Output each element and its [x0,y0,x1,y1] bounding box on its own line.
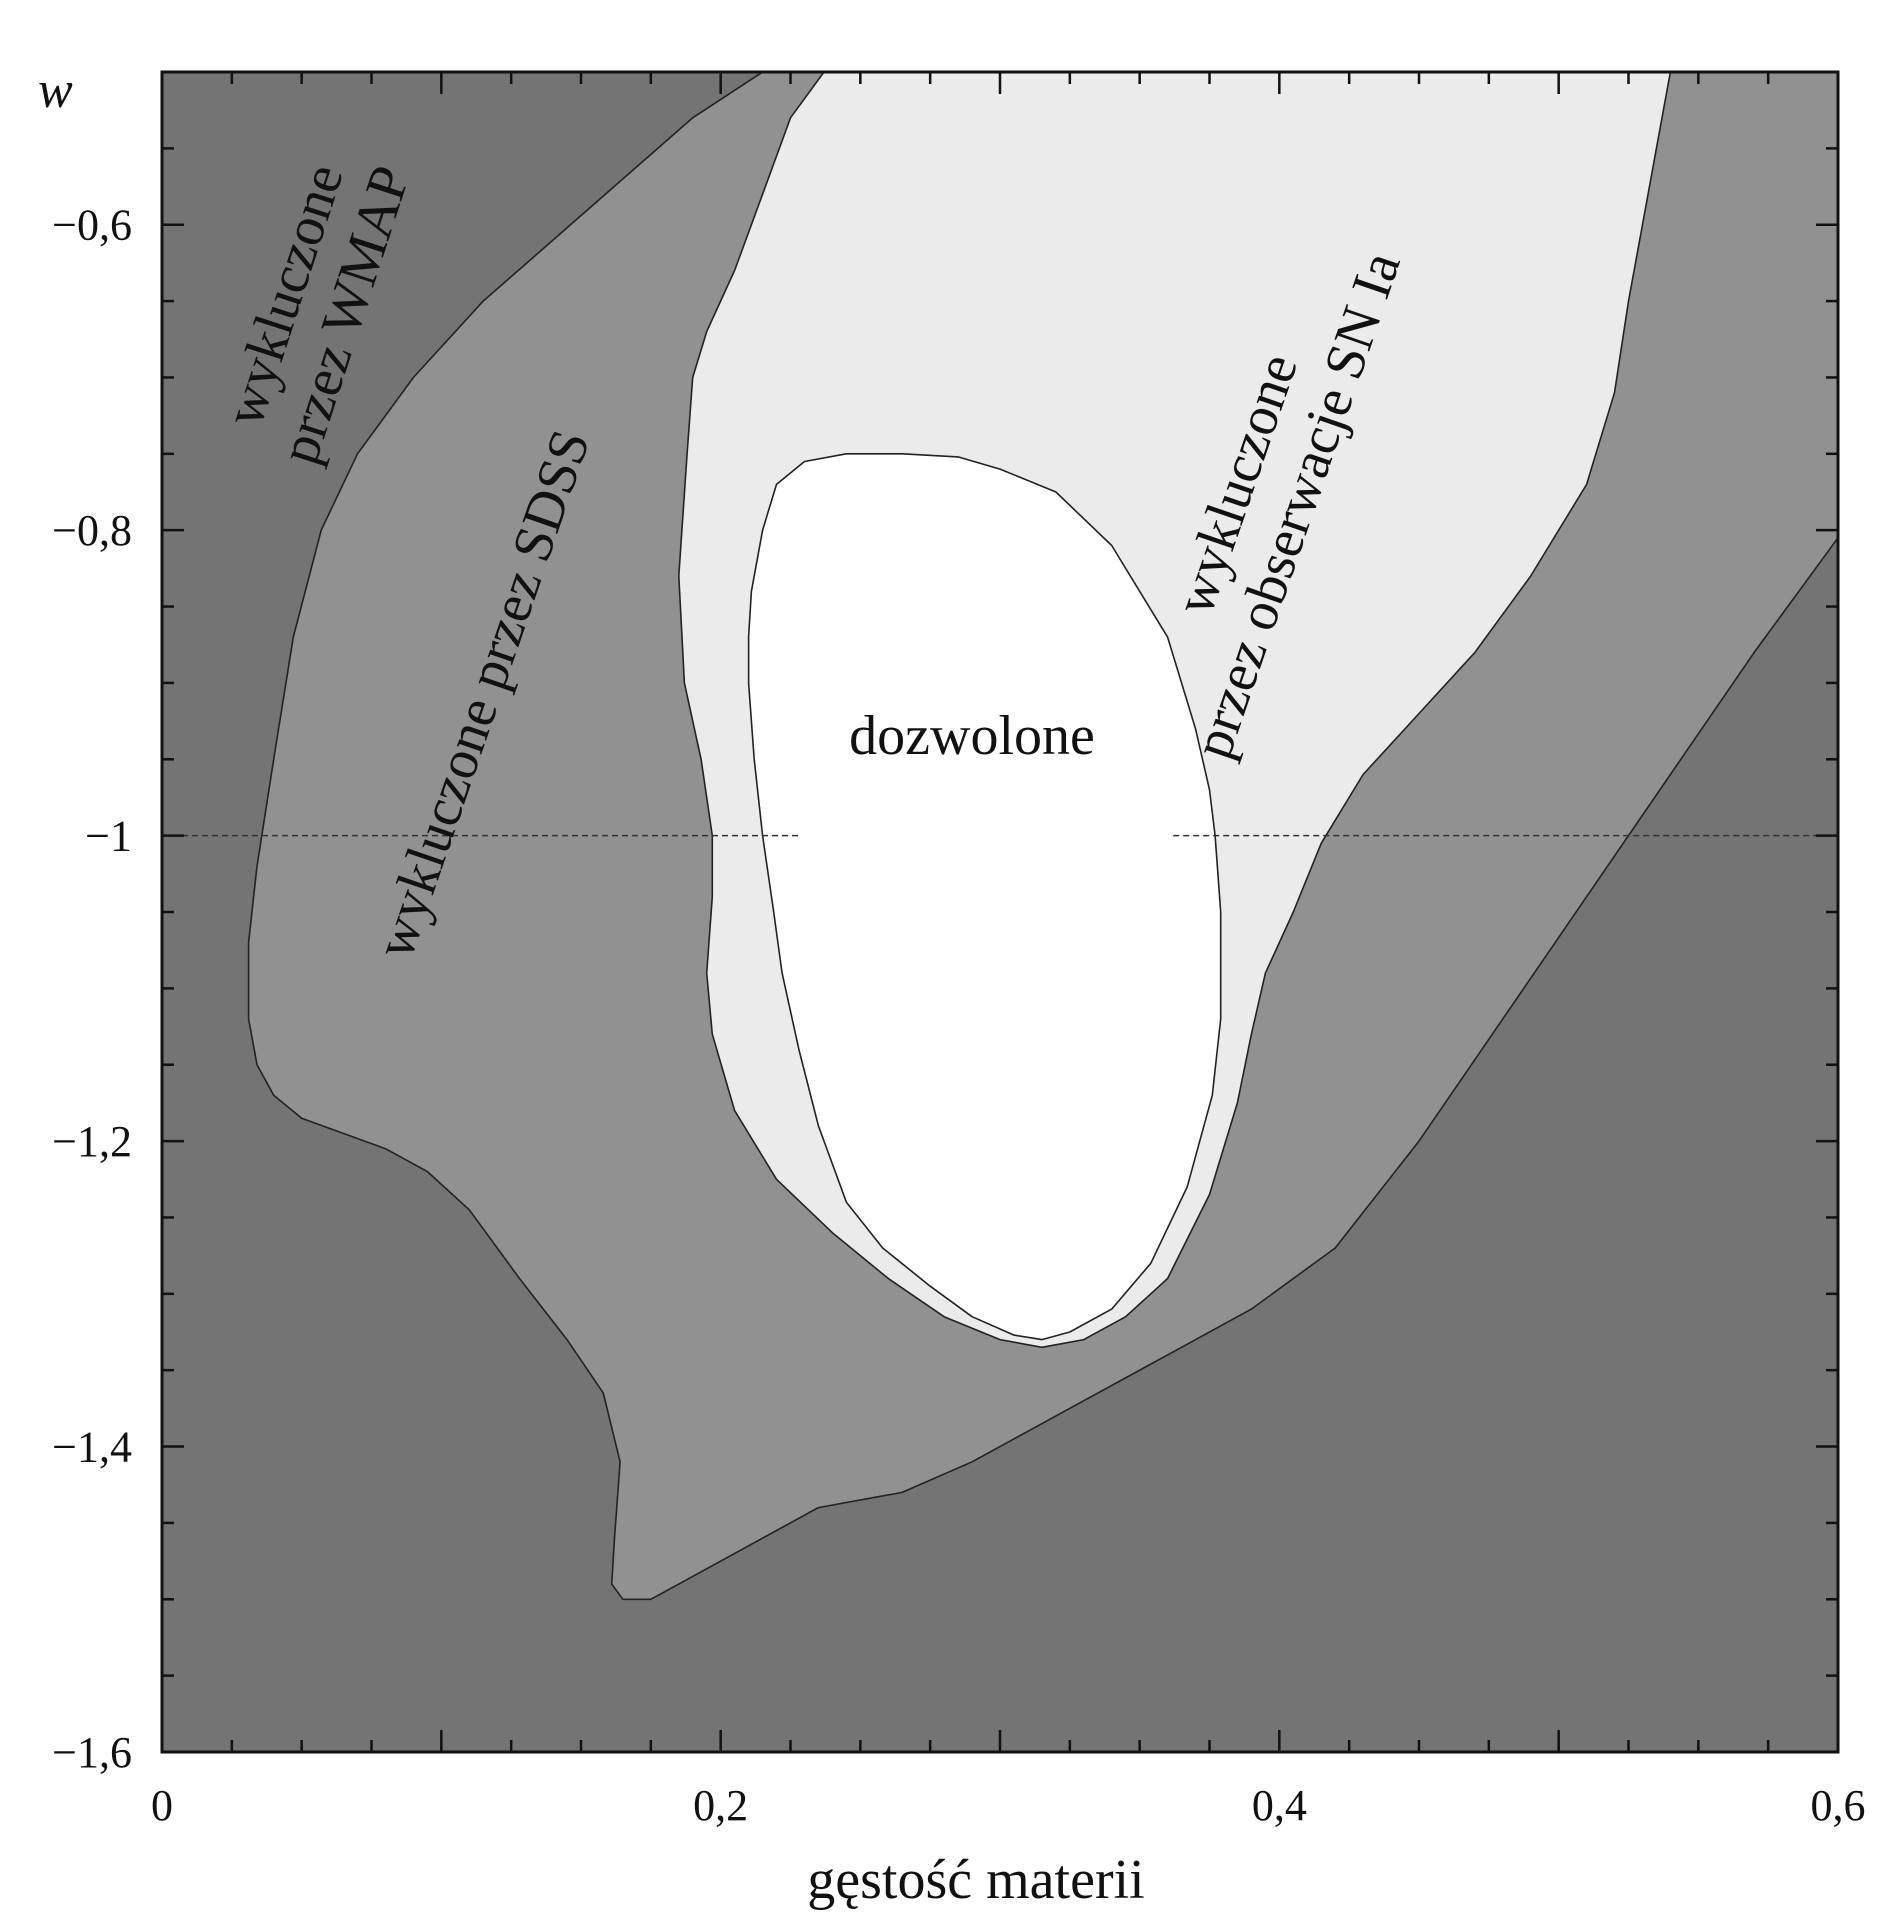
regions-layer [162,72,1838,1752]
x-tick-label: 0 [151,1781,173,1830]
y-tick-label: −0,6 [52,201,132,250]
x-tick-label: 0,2 [693,1781,748,1830]
y-tick-label: −1,4 [52,1423,132,1472]
allowed-label: dozwolone [849,705,1095,767]
x-tick-label: 0,6 [1811,1781,1866,1830]
y-tick-label: −1 [85,812,132,861]
y-axis-title: w [38,62,73,119]
y-tick-label: −0,8 [52,506,132,555]
x-axis-title: gęstość materii [807,1849,1144,1911]
region-allowed [747,453,1222,1341]
x-tick-label: 0,4 [1252,1781,1307,1830]
y-tick-label: −1,6 [52,1728,132,1777]
plot-frame [160,70,1840,1754]
y-tick-label: −1,2 [52,1117,132,1166]
